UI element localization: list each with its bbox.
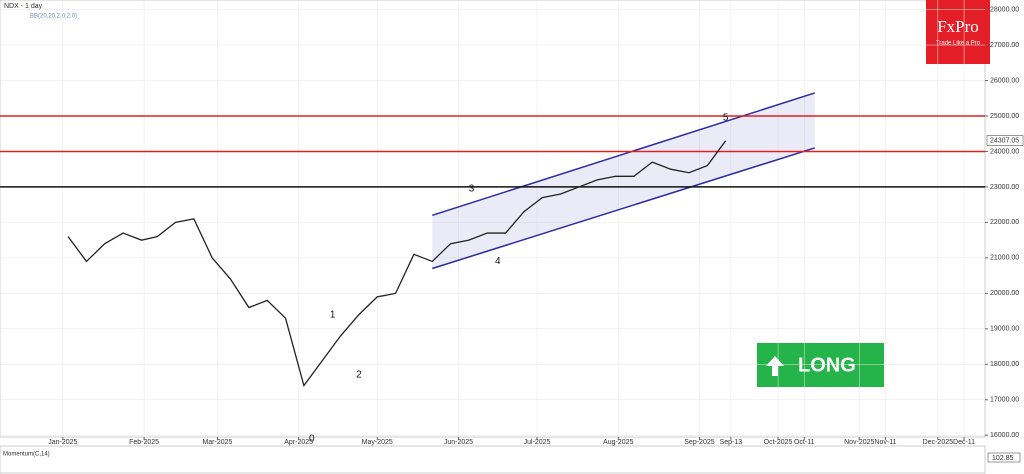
y-tick-label: 18000.00: [990, 361, 1019, 368]
y-tick-label: 26000.00: [990, 77, 1019, 84]
x-tick-label: Mar-2025: [202, 439, 232, 446]
momentum-value: 102.85: [992, 455, 1014, 462]
momentum-label: Momentum(C,14): [3, 452, 50, 458]
y-tick-label: 19000.00: [990, 326, 1019, 333]
x-tick-label: Apr-2025: [284, 439, 313, 446]
x-tick-label: Jul-2025: [524, 439, 551, 446]
y-tick-label: 22000.00: [990, 219, 1019, 226]
x-tick-label: Nov-11: [874, 439, 896, 446]
y-tick-label: 24000.00: [990, 148, 1019, 155]
y-tick-label: 27000.00: [990, 42, 1019, 49]
x-tick-label: Oct-2025: [764, 439, 793, 446]
x-tick-label: Dec-2025: [923, 439, 953, 446]
momentum-value-box: [987, 452, 1021, 463]
chart-title: NDX - 1 day: [4, 3, 43, 10]
price-line: [67, 140, 727, 388]
last-price-box: [986, 135, 1024, 146]
momentum-panel: [0, 445, 986, 474]
x-tick-label: Sep-13: [720, 439, 743, 446]
logo-name: FxPro: [937, 17, 979, 36]
indicator-label: BB(20,20,2,0,2,0): [30, 14, 77, 20]
y-tick-label: 28000.00: [990, 6, 1019, 13]
x-tick-label: May-2025: [362, 439, 393, 446]
wave-label: 3: [469, 183, 475, 194]
wave-label: 1: [330, 309, 336, 320]
up-arrow: [766, 356, 784, 376]
y-tick-label: 16000.00: [990, 432, 1019, 439]
y-tick-label: 20000.00: [990, 290, 1019, 297]
signal-text: LONG: [798, 354, 856, 376]
y-tick-label: 25000.00: [990, 113, 1019, 120]
x-tick-label: Jan-2025: [48, 439, 77, 446]
wave-label: 5: [723, 112, 729, 123]
last-price-label: 24307.05: [990, 137, 1019, 144]
x-tick-label: Sep-2025: [684, 439, 714, 446]
y-tick-label: 17000.00: [990, 397, 1019, 404]
channel-lower: [432, 147, 815, 270]
x-tick-label: Oct-11: [794, 439, 815, 446]
wave-label: 4: [495, 256, 501, 267]
y-tick-label: 21000.00: [990, 255, 1019, 262]
x-tick-label: Aug-2025: [603, 439, 633, 446]
wave-label: 2: [356, 370, 362, 381]
channel-fill: [432, 92, 815, 269]
channel-upper: [432, 92, 815, 217]
logo-box: [926, 0, 990, 64]
x-tick-label: Dec-11: [953, 439, 975, 446]
wave-label: 0: [309, 433, 315, 444]
y-tick-label: 23000.00: [990, 184, 1019, 191]
x-tick-label: Feb-2025: [129, 439, 159, 446]
logo-tagline: Trade Like a Pro: [936, 41, 981, 47]
x-tick-label: Nov-2025: [844, 439, 874, 446]
x-tick-label: Jun-2025: [444, 439, 473, 446]
